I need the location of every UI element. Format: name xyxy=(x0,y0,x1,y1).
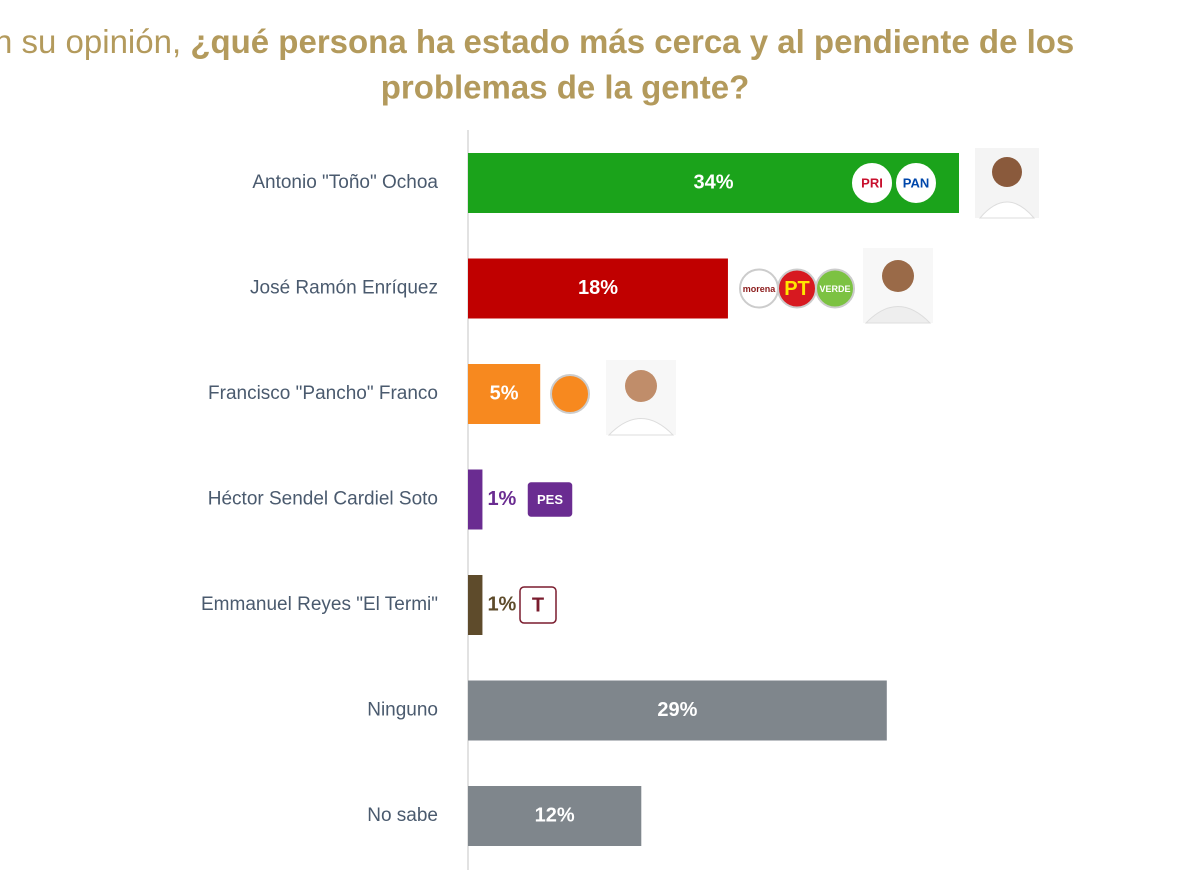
logo-text: PAN xyxy=(903,175,929,190)
category-label: Héctor Sendel Cardiel Soto xyxy=(208,489,438,510)
logo-shape xyxy=(526,480,574,519)
party-logo: morena xyxy=(739,268,779,309)
category-label: Antonio "Toño" Ochoa xyxy=(252,172,438,193)
party-logo: VERDE xyxy=(815,268,855,309)
logo-text: T xyxy=(532,594,544,616)
category-label: Emmanuel Reyes "El Termi" xyxy=(201,594,438,615)
party-logo: PAN xyxy=(896,163,936,203)
party-logo: PRI xyxy=(852,163,892,203)
category-label: No sabe xyxy=(367,805,438,826)
bar xyxy=(468,680,887,741)
logo-text: PT xyxy=(784,278,810,300)
value-label: 1% xyxy=(487,488,516,510)
logo-text: PRI xyxy=(861,175,883,190)
party-logo: T xyxy=(519,586,557,624)
category-label: Ninguno xyxy=(367,700,438,721)
logo-shape xyxy=(519,586,557,624)
logo-text: VERDE xyxy=(819,284,850,294)
logo-text: morena xyxy=(743,284,777,294)
party-logo: PT xyxy=(777,268,817,309)
bar xyxy=(468,258,728,319)
title-bold: ¿qué persona ha estado más cerca y al pe… xyxy=(190,23,1074,60)
value-label: 18% xyxy=(578,277,618,299)
bar xyxy=(468,469,483,530)
title-light: n su opinión, xyxy=(0,23,181,60)
value-label: 12% xyxy=(535,804,575,826)
value-label: 29% xyxy=(657,699,697,721)
bar xyxy=(468,364,541,424)
photo xyxy=(975,148,1039,219)
value-label: 5% xyxy=(490,382,519,404)
party-logo xyxy=(550,374,590,414)
bar xyxy=(468,786,642,846)
party-logo: PES xyxy=(526,480,574,519)
logo-text: PES xyxy=(537,492,563,507)
photo xyxy=(863,248,933,324)
logo-shape xyxy=(896,163,936,203)
logo-shape xyxy=(852,163,892,203)
category-label: Francisco "Pancho" Franco xyxy=(208,383,438,404)
logo-shape xyxy=(550,374,590,414)
chart-title-line2: problemas de la gente? xyxy=(381,69,750,106)
logo-shape xyxy=(815,268,855,309)
value-label: 34% xyxy=(693,171,733,193)
category-label: José Ramón Enríquez xyxy=(250,278,438,299)
bar xyxy=(468,575,483,635)
chart-title: n su opinión, ¿qué persona ha estado más… xyxy=(0,23,1074,60)
value-label: 1% xyxy=(487,593,516,615)
photo xyxy=(606,360,676,436)
